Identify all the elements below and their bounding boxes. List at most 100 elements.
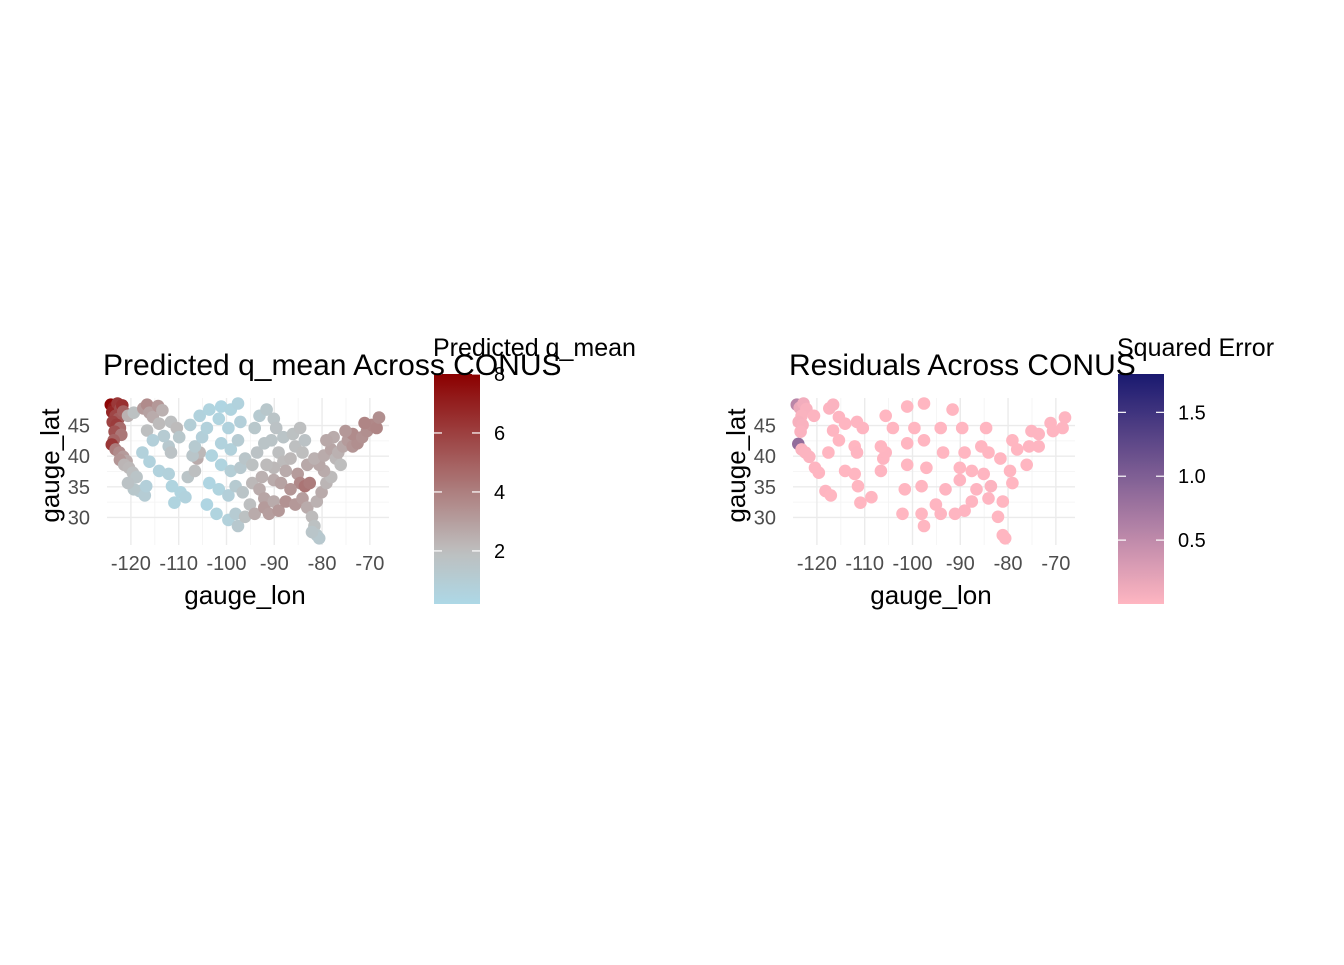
data-point xyxy=(794,425,807,439)
data-point xyxy=(179,490,192,504)
data-point xyxy=(152,417,166,431)
x-tick-label: -110 xyxy=(845,553,884,575)
data-point xyxy=(212,412,226,426)
data-point xyxy=(936,446,950,459)
data-point xyxy=(272,504,285,517)
data-point xyxy=(908,421,921,435)
data-point xyxy=(188,440,202,453)
data-point xyxy=(996,495,1010,508)
legend-tick-label: 1.5 xyxy=(1178,402,1206,424)
data-point xyxy=(156,404,169,417)
data-point xyxy=(1003,464,1017,478)
data-point xyxy=(224,443,238,456)
legend-tick-label: 0.5 xyxy=(1178,530,1206,552)
data-point xyxy=(203,403,216,416)
y-tick-label: 45 xyxy=(68,416,90,438)
data-point xyxy=(953,473,967,487)
data-point xyxy=(946,403,959,416)
data-point xyxy=(250,446,264,459)
data-point xyxy=(915,507,928,521)
data-point xyxy=(146,434,160,447)
data-point xyxy=(886,421,900,435)
chart-panel-1: -120 -110 -100 -90 -80 -70 30 35 40 45 gauge_lon ga… xyxy=(35,334,636,610)
data-point xyxy=(284,452,297,465)
data-point xyxy=(298,434,312,447)
data-point xyxy=(205,449,218,462)
data-point xyxy=(939,483,952,496)
data-point xyxy=(269,421,283,435)
data-point xyxy=(200,421,214,435)
data-point xyxy=(838,464,852,478)
data-point xyxy=(164,446,178,459)
data-point xyxy=(248,421,261,435)
x-tick-label: -80 xyxy=(994,553,1023,575)
x-tick-label: -110 xyxy=(159,553,198,575)
data-point xyxy=(168,496,181,510)
data-point xyxy=(308,452,321,465)
legend: 0.5 1.0 1.5 Squared Error xyxy=(1117,334,1274,604)
data-point xyxy=(934,421,947,435)
data-point xyxy=(188,464,202,478)
y-tick-label: 40 xyxy=(68,446,90,468)
data-point xyxy=(812,466,826,480)
data-point xyxy=(234,415,247,429)
data-point xyxy=(917,434,931,447)
data-point xyxy=(303,476,317,490)
data-point xyxy=(231,434,245,447)
x-tick-label: -70 xyxy=(1041,553,1070,575)
data-point xyxy=(991,510,1005,524)
data-point xyxy=(248,507,261,521)
data-point xyxy=(140,424,154,437)
colorbar xyxy=(434,374,480,604)
chart-title: Residuals Across CONUS xyxy=(789,349,1136,382)
data-point xyxy=(955,421,969,435)
data-point xyxy=(803,450,816,464)
data-point xyxy=(200,498,214,511)
data-point xyxy=(214,437,228,450)
x-tick-label: -100 xyxy=(892,553,932,575)
data-point xyxy=(260,403,273,416)
data-point xyxy=(265,434,278,447)
data-point xyxy=(1006,434,1019,447)
data-point xyxy=(305,525,319,539)
data-point xyxy=(920,461,933,475)
data-point xyxy=(229,507,242,521)
x-tick-label: -90 xyxy=(946,553,975,575)
data-point xyxy=(982,446,995,459)
y-axis-title: gauge_lat xyxy=(721,408,751,523)
data-point xyxy=(915,479,928,493)
data-point xyxy=(854,496,867,510)
data-point xyxy=(262,507,276,521)
data-point xyxy=(274,476,288,490)
data-point xyxy=(293,421,307,435)
y-tick-label: 30 xyxy=(68,507,90,529)
data-point xyxy=(977,467,990,481)
data-point xyxy=(1020,458,1033,472)
data-point xyxy=(917,397,931,410)
data-point xyxy=(139,479,153,493)
data-point xyxy=(339,424,352,438)
data-point xyxy=(851,479,865,493)
data-point xyxy=(231,397,245,410)
data-point xyxy=(214,458,228,472)
data-point xyxy=(370,421,383,435)
y-tick-label: 30 xyxy=(754,507,776,529)
data-points xyxy=(790,397,1072,545)
data-point xyxy=(998,532,1012,545)
data-point xyxy=(965,495,979,508)
legend-tick-label: 6 xyxy=(494,423,505,445)
y-tick-label: 40 xyxy=(754,446,776,468)
data-point xyxy=(1044,416,1057,430)
data-point xyxy=(231,519,245,533)
data-point xyxy=(246,458,259,472)
data-point xyxy=(224,464,238,478)
data-point xyxy=(874,464,888,478)
data-point xyxy=(143,455,156,469)
data-point xyxy=(193,409,206,423)
data-point xyxy=(948,507,962,521)
data-point xyxy=(222,489,235,502)
data-point xyxy=(879,409,892,423)
data-point xyxy=(284,483,297,496)
